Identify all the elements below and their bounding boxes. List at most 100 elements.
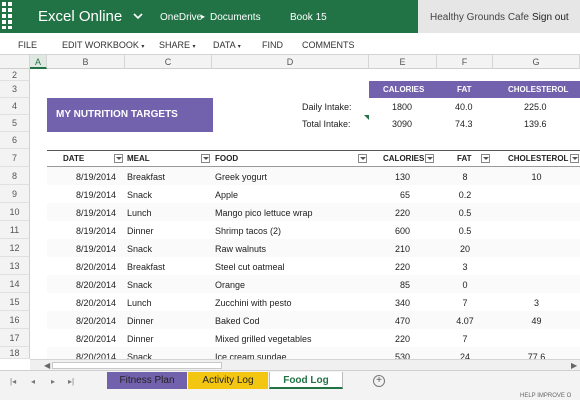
cell-food[interactable]: Mixed grilled vegetables bbox=[215, 334, 312, 344]
menu-find[interactable]: FIND bbox=[262, 40, 283, 50]
filter-dropdown-icon[interactable] bbox=[358, 154, 367, 163]
cell-calories[interactable]: 340 bbox=[394, 298, 410, 308]
filter-dropdown-icon[interactable] bbox=[425, 154, 434, 163]
cell-food[interactable]: Zucchini with pesto bbox=[215, 298, 292, 308]
row-header[interactable]: 6 bbox=[0, 132, 30, 149]
menu-share[interactable]: SHARE ▾ bbox=[159, 40, 196, 50]
prev-sheet-icon[interactable]: ◂ bbox=[31, 377, 36, 386]
column-header-b[interactable]: B bbox=[47, 55, 125, 69]
cell-calories[interactable]: 600 bbox=[394, 226, 410, 236]
tab-activity-log[interactable]: Activity Log bbox=[188, 372, 268, 389]
cell-cholesterol[interactable]: 10 bbox=[531, 172, 542, 182]
cell-food[interactable]: Apple bbox=[215, 190, 239, 200]
cell-calories[interactable]: 85 bbox=[399, 280, 410, 290]
th-fat[interactable]: FAT bbox=[457, 154, 472, 163]
cell-meal[interactable]: Breakfast bbox=[127, 262, 166, 272]
cell-food[interactable]: Ice cream sundae bbox=[215, 352, 287, 359]
row-header[interactable]: 15 bbox=[0, 293, 30, 311]
row-header[interactable]: 4 bbox=[0, 98, 30, 115]
app-launcher-icon[interactable] bbox=[0, 0, 30, 33]
cell-date[interactable]: 8/20/2014 bbox=[75, 316, 116, 326]
cell-meal[interactable]: Lunch bbox=[127, 298, 152, 308]
first-sheet-icon[interactable]: |◂ bbox=[10, 377, 17, 386]
cell-fat[interactable]: 0.5 bbox=[458, 226, 472, 236]
scroll-left-icon[interactable]: ◀ bbox=[44, 361, 51, 370]
row-header[interactable]: 12 bbox=[0, 239, 30, 257]
cell-fat[interactable]: 24 bbox=[459, 352, 470, 359]
cell-fat[interactable]: 0.2 bbox=[458, 190, 472, 200]
th-food[interactable]: FOOD bbox=[215, 154, 239, 163]
user-name[interactable]: Healthy Grounds Cafe bbox=[430, 12, 529, 23]
row-header[interactable]: 18 bbox=[0, 347, 30, 359]
cell-fat[interactable]: 7 bbox=[462, 334, 468, 344]
cell-food[interactable]: Greek yogurt bbox=[215, 172, 268, 182]
filter-dropdown-icon[interactable] bbox=[481, 154, 490, 163]
menu-file[interactable]: FILE bbox=[18, 40, 38, 50]
cell-fat[interactable]: 4.07 bbox=[456, 316, 474, 326]
cell-fat[interactable]: 8 bbox=[462, 172, 468, 182]
cell-date[interactable]: 8/20/2014 bbox=[75, 298, 116, 308]
select-all-corner[interactable] bbox=[0, 55, 30, 69]
row-header[interactable]: 5 bbox=[0, 115, 30, 132]
daily-intake-fat[interactable]: 40.0 bbox=[455, 102, 473, 112]
cell-date[interactable]: 8/20/2014 bbox=[75, 280, 116, 290]
nutrition-targets-banner[interactable]: MY NUTRITION TARGETS bbox=[47, 98, 213, 132]
cell-date[interactable]: 8/19/2014 bbox=[75, 208, 116, 218]
cell-calories[interactable]: 220 bbox=[394, 208, 410, 218]
daily-intake-label[interactable]: Daily Intake: bbox=[302, 102, 352, 112]
cell-calories[interactable]: 220 bbox=[394, 262, 410, 272]
menu-edit-workbook[interactable]: EDIT WORKBOOK ▾ bbox=[62, 40, 144, 50]
daily-intake-cholesterol[interactable]: 225.0 bbox=[524, 102, 547, 112]
tab-food-log[interactable]: Food Log bbox=[269, 372, 343, 389]
row-header[interactable]: 13 bbox=[0, 257, 30, 275]
targets-header-cholesterol[interactable]: CHOLESTEROL bbox=[508, 85, 569, 94]
column-header-g[interactable]: G bbox=[493, 55, 580, 69]
cell-date[interactable]: 8/19/2014 bbox=[75, 226, 116, 236]
cell-date[interactable]: 8/19/2014 bbox=[75, 190, 116, 200]
cell-calories[interactable]: 220 bbox=[394, 334, 410, 344]
workbook-name[interactable]: Book 15 bbox=[290, 12, 327, 23]
help-improve-link[interactable]: HELP IMPROVE O bbox=[520, 393, 572, 399]
filter-dropdown-icon[interactable] bbox=[201, 154, 210, 163]
total-intake-cholesterol[interactable]: 139.6 bbox=[524, 119, 547, 129]
row-header[interactable]: 7 bbox=[0, 149, 30, 167]
row-header[interactable]: 8 bbox=[0, 167, 30, 185]
cell-food[interactable]: Raw walnuts bbox=[215, 244, 267, 254]
total-intake-label[interactable]: Total Intake: bbox=[302, 119, 351, 129]
total-intake-calories[interactable]: 3090 bbox=[392, 119, 413, 129]
cell-food[interactable]: Shrimp tacos (2) bbox=[215, 226, 282, 236]
breadcrumb-documents[interactable]: Documents bbox=[210, 12, 261, 23]
row-header[interactable]: 11 bbox=[0, 221, 30, 239]
scrollbar-thumb[interactable] bbox=[52, 362, 222, 369]
cell-calories[interactable]: 530 bbox=[394, 352, 410, 359]
chevron-down-icon[interactable] bbox=[132, 10, 144, 22]
cell-fat[interactable]: 0.5 bbox=[458, 208, 472, 218]
cell-food[interactable]: Baked Cod bbox=[215, 316, 260, 326]
cell-cholesterol[interactable]: 49 bbox=[531, 316, 542, 326]
column-header-d[interactable]: D bbox=[212, 55, 369, 69]
cell-food[interactable]: Steel cut oatmeal bbox=[215, 262, 285, 272]
row-header[interactable]: 2 bbox=[0, 69, 30, 81]
cell-fat[interactable]: 7 bbox=[462, 298, 468, 308]
total-intake-fat[interactable]: 74.3 bbox=[455, 119, 473, 129]
cell-calories[interactable]: 130 bbox=[394, 172, 410, 182]
th-date[interactable]: DATE bbox=[63, 154, 85, 163]
tab-fitness-plan[interactable]: Fitness Plan bbox=[107, 372, 187, 389]
cell-date[interactable]: 8/19/2014 bbox=[75, 172, 116, 182]
cell-date[interactable]: 8/20/2014 bbox=[75, 352, 116, 359]
targets-header-fat[interactable]: FAT bbox=[457, 85, 472, 94]
cell-meal[interactable]: Breakfast bbox=[127, 172, 166, 182]
last-sheet-icon[interactable]: ▸| bbox=[68, 377, 75, 386]
cell-cholesterol[interactable]: 3 bbox=[533, 298, 539, 308]
cell-meal[interactable]: Lunch bbox=[127, 208, 152, 218]
add-sheet-icon[interactable]: + bbox=[373, 375, 385, 387]
horizontal-scrollbar[interactable]: ◀ ▶ bbox=[30, 359, 580, 370]
th-meal[interactable]: MEAL bbox=[127, 154, 150, 163]
row-header[interactable]: 3 bbox=[0, 81, 30, 98]
cell-date[interactable]: 8/20/2014 bbox=[75, 334, 116, 344]
cell-meal[interactable]: Snack bbox=[127, 352, 153, 359]
filter-dropdown-icon[interactable] bbox=[570, 154, 579, 163]
cell-calories[interactable]: 65 bbox=[399, 190, 410, 200]
column-header-f[interactable]: F bbox=[437, 55, 493, 69]
menu-data[interactable]: DATA ▾ bbox=[213, 40, 241, 50]
